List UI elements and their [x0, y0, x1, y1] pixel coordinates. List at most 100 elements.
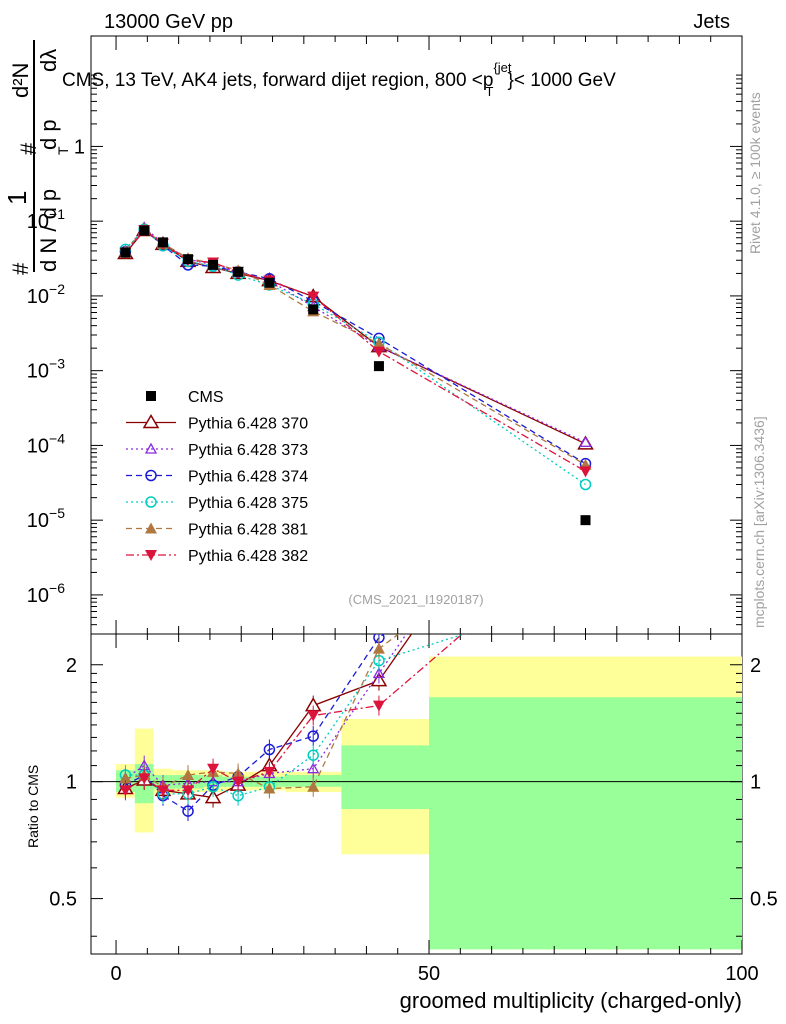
ratio-series-line	[125, 634, 464, 791]
legend-label: Pythia 6.428 382	[188, 548, 308, 565]
main-ytick-exp: −1	[49, 206, 65, 222]
ratio-y-label: Ratio to CMS	[25, 765, 41, 848]
main-series-point	[579, 435, 592, 447]
legend-marker	[145, 496, 157, 508]
main-series-group	[117, 221, 594, 526]
legend-entry: CMS	[146, 389, 224, 406]
main-ytick-exp: −4	[49, 430, 65, 446]
legend-label: Pythia 6.428 373	[188, 442, 308, 459]
legend-label: Pythia 6.428 374	[188, 469, 308, 486]
ylabel-d2N: d²N	[8, 63, 33, 98]
ratio-series-point	[307, 749, 319, 761]
legend-marker	[146, 391, 156, 401]
legend-marker	[145, 469, 157, 482]
legend: CMS Pythia 6.428 370 Pythia 6.428 373 Pythi…	[126, 389, 308, 565]
ratio-series-line	[125, 634, 408, 786]
ratio-series-point	[119, 772, 132, 784]
main-ytick-base: 10	[27, 510, 49, 532]
legend-entry: Pythia 6.428 370	[126, 414, 308, 433]
mcplots-label: mcplots.cern.ch [arXiv:1306.3436]	[751, 416, 767, 628]
legend-label: Pythia 6.428 381	[188, 522, 308, 539]
cms-data-point	[120, 247, 131, 258]
main-ytick-label: 10−6	[27, 580, 65, 607]
category-label: Jets	[693, 11, 730, 33]
analysis-id: (CMS_2021_I1920187)	[348, 592, 483, 607]
ylabel-dlambda: dλ	[36, 49, 61, 72]
legend-marker	[144, 442, 158, 454]
x-tick-label: 0	[110, 963, 121, 985]
ratio-series-point	[119, 785, 132, 797]
x-tick-label: 100	[725, 963, 758, 985]
main-ytick-exp: −2	[49, 281, 65, 297]
legend-entry: Pythia 6.428 373	[126, 442, 308, 459]
main-panel-frame	[90, 35, 743, 635]
ratio-series-point	[307, 710, 320, 722]
ratio-series-point	[156, 785, 169, 797]
ratio-ytick-label: 0.5	[49, 889, 77, 911]
ratio-series-point	[307, 730, 319, 742]
plot-title-prefix: CMS, 13 TeV, AK4 jets, forward dijet reg…	[62, 70, 493, 91]
main-ytick-label: 10−4	[27, 430, 65, 457]
ratio-series-line	[125, 634, 385, 812]
main-ytick-exp: −5	[49, 505, 65, 521]
ylabel-one: 1	[2, 191, 32, 205]
legend-entry: Pythia 6.428 375	[126, 495, 308, 512]
x-axis-ticks: 0 50 100	[110, 36, 759, 985]
ratio-series-point	[182, 805, 194, 817]
main-series-line	[124, 229, 586, 445]
cms-data-point	[208, 259, 219, 270]
main-series-point	[307, 291, 320, 303]
main-series-line	[124, 226, 586, 443]
legend-marker	[145, 522, 157, 534]
main-ytick-base: 10	[27, 211, 49, 233]
main-ytick-exp: −6	[49, 580, 65, 596]
plot-title-sup: {jet	[493, 60, 511, 75]
cms-data-point	[308, 304, 319, 315]
legend-entry: Pythia 6.428 382	[126, 548, 308, 565]
ratio-series-point	[263, 782, 276, 794]
x-axis-label: groomed multiplicity (charged-only)	[400, 988, 742, 1013]
main-ytick-label: 10−3	[27, 356, 65, 383]
main-series-point	[579, 478, 592, 491]
ratio-series-group	[117, 634, 467, 822]
main-ytick-label: 10−2	[27, 281, 65, 308]
ratio-ytick-label-right: 2	[750, 655, 761, 677]
legend-marker	[145, 550, 157, 561]
plot-title-suffix: }< 1000 GeV	[507, 70, 616, 91]
ratio-series-point	[372, 642, 385, 654]
ratio-series-point	[372, 667, 386, 679]
ratio-band-inner	[341, 745, 430, 810]
ratio-series-point	[138, 773, 151, 785]
legend-label: Pythia 6.428 370	[188, 416, 308, 433]
main-ytick-exp: −3	[49, 356, 65, 372]
main-series-point	[372, 346, 385, 358]
ratio-series-line	[125, 634, 400, 790]
main-series-line	[124, 228, 586, 466]
ratio-axis-ticks: 2 2 1 1 0.5 0.5	[49, 655, 778, 937]
rivet-label: Rivet 4.1.0, ≥ 100k events	[747, 92, 763, 254]
ratio-series-point	[263, 766, 276, 778]
main-ytick-label: 10−5	[27, 505, 65, 532]
main-series-line	[124, 228, 586, 486]
ylabel-hash-left: #	[8, 262, 33, 275]
energy-label: 13000 GeV pp	[104, 11, 233, 33]
ratio-ytick-label-right: 1	[750, 772, 761, 794]
cms-data-point	[264, 277, 275, 288]
cms-data-point	[233, 266, 244, 277]
ratio-series-point	[182, 769, 195, 781]
x-tick-label: 50	[418, 963, 440, 985]
cms-data-point	[580, 515, 591, 526]
main-series-point	[579, 466, 592, 478]
cms-data-point	[139, 225, 150, 236]
ratio-series-point	[307, 780, 320, 792]
main-axis-ticks: 110−110−210−310−410−510−6	[27, 74, 742, 635]
plot-title-sub: T	[486, 84, 494, 99]
main-ytick-label: 10−1	[27, 206, 65, 233]
main-ytick-base: 10	[27, 361, 49, 383]
ratio-series-point	[307, 762, 320, 774]
legend-label: CMS	[188, 389, 224, 406]
ylabel-left-frac: d N / d p	[36, 189, 61, 272]
main-ytick-base: 1	[74, 136, 85, 158]
ylabel-hash-top: #	[16, 142, 41, 155]
